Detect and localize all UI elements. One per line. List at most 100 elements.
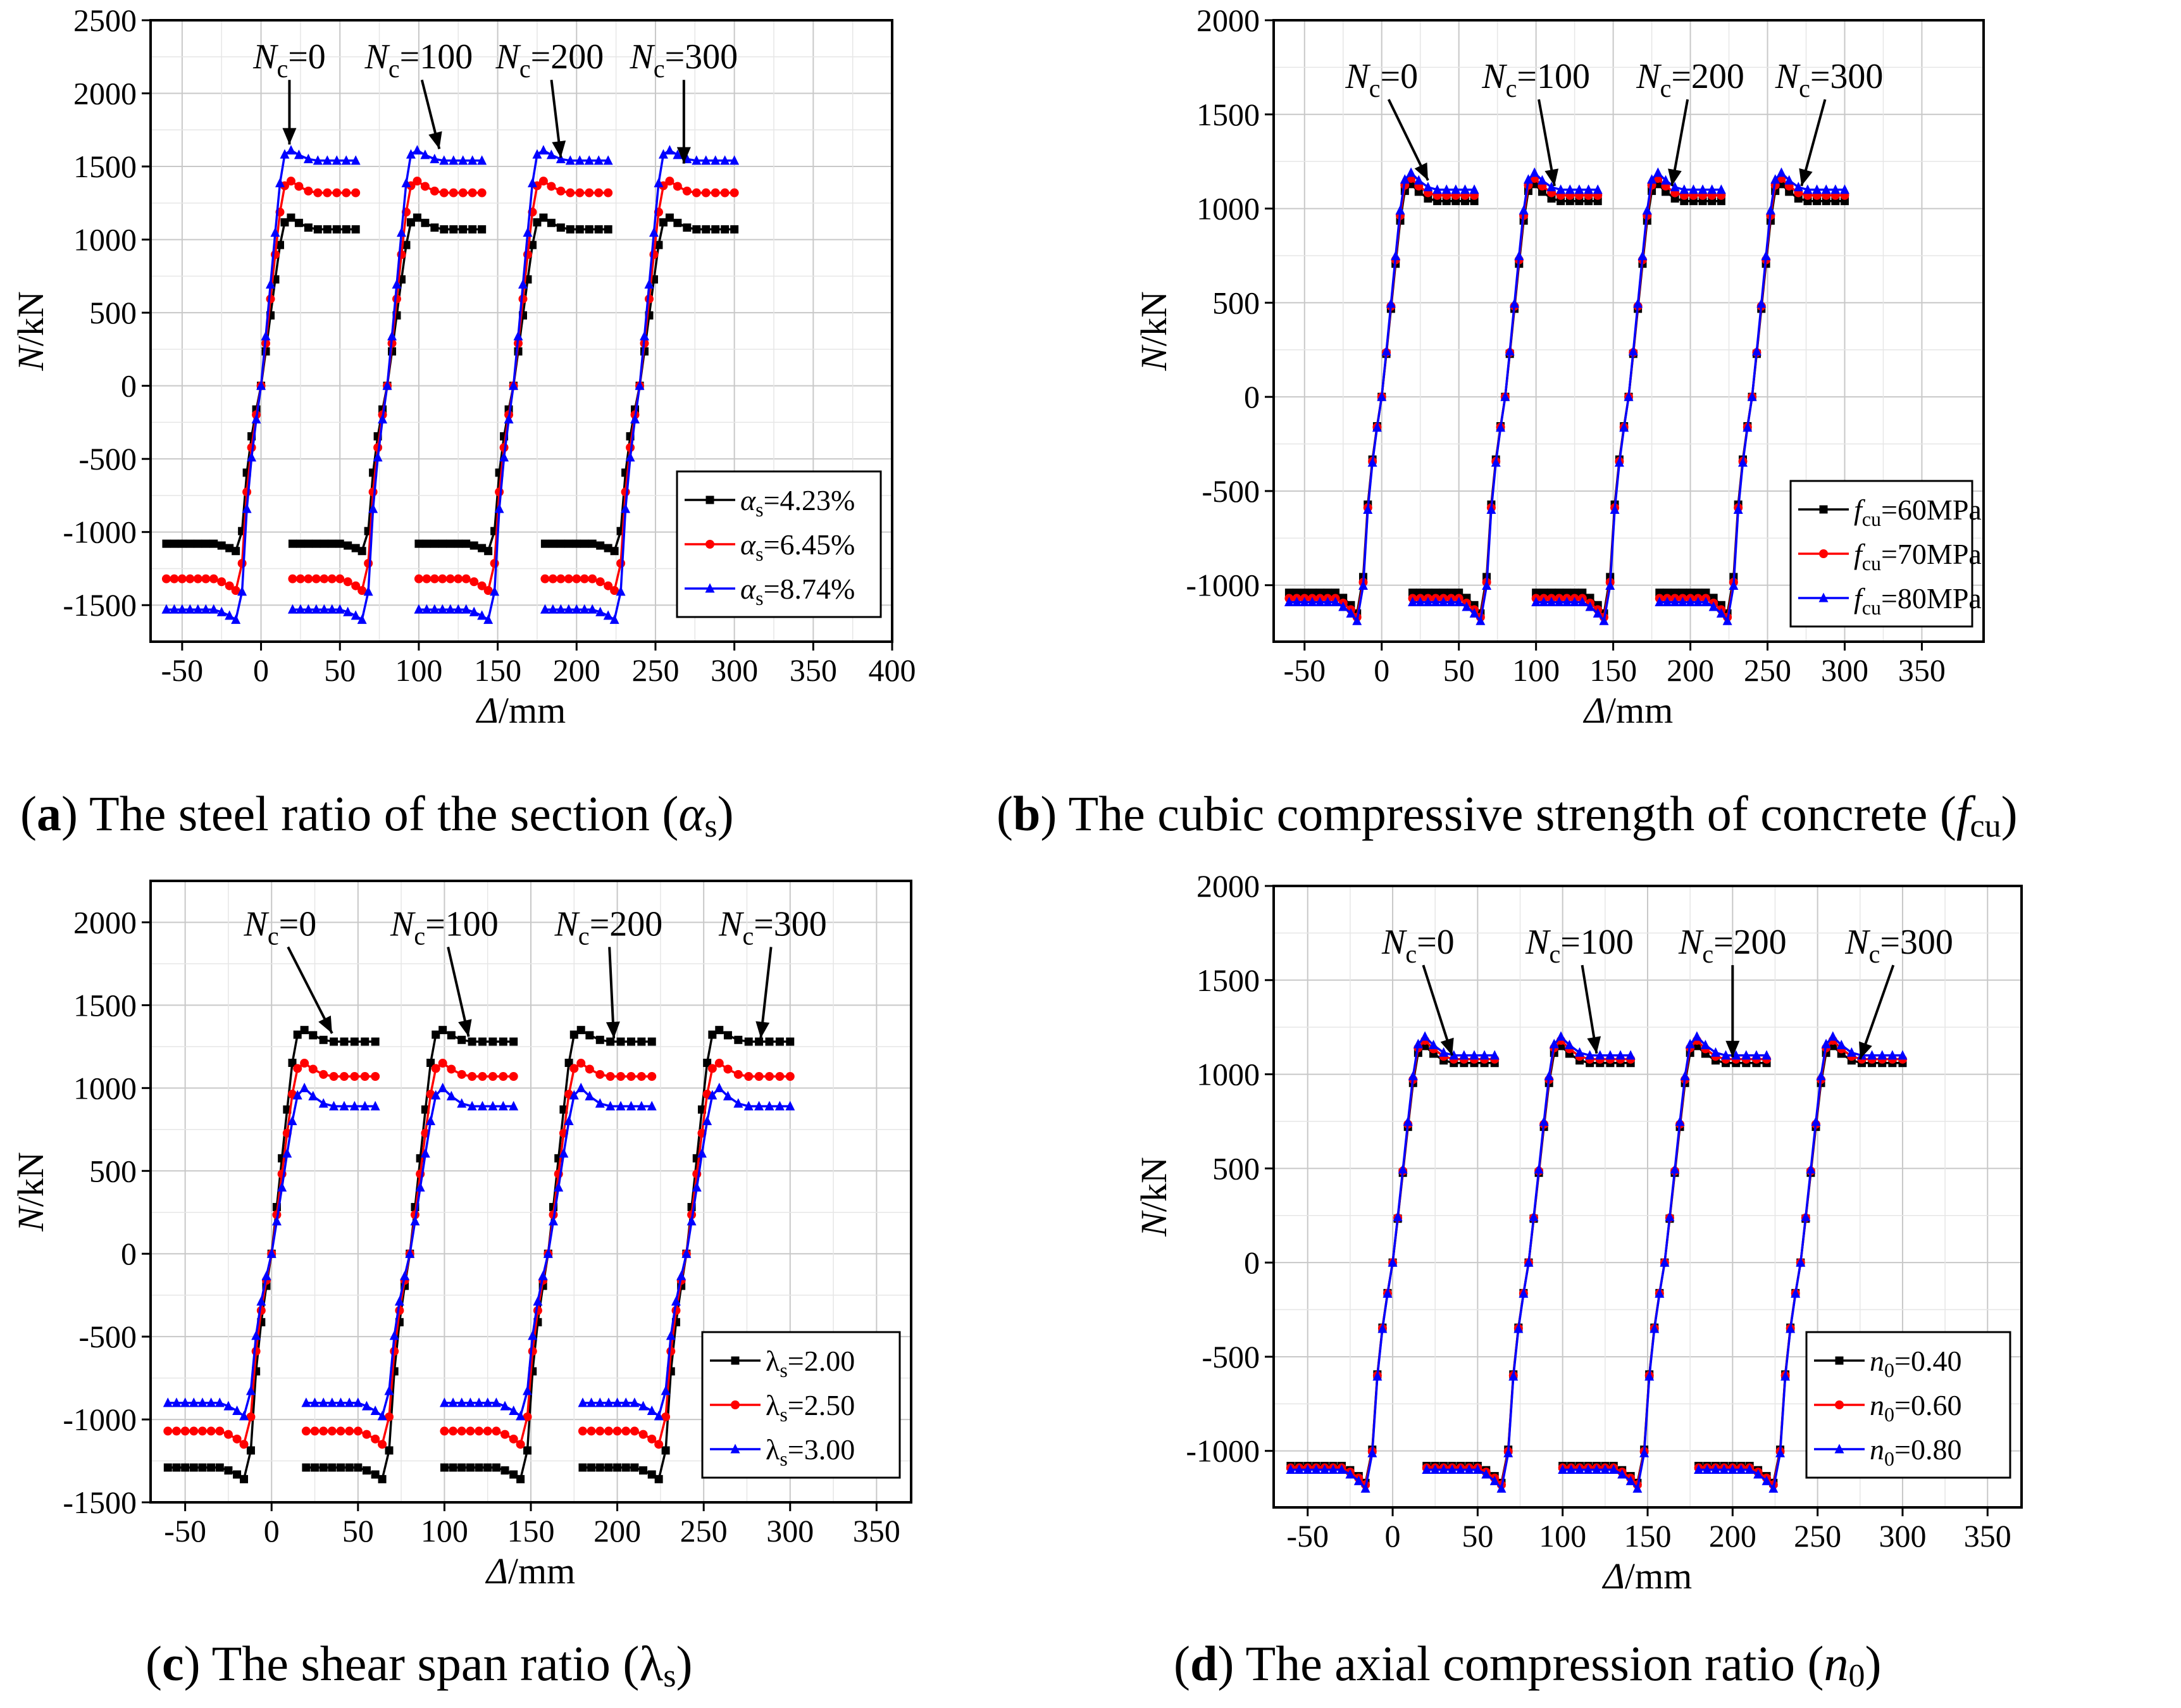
data-point [528, 1330, 538, 1340]
data-point [319, 1426, 328, 1436]
data-point [533, 218, 542, 227]
data-point [1432, 184, 1443, 194]
data-point [1644, 1371, 1655, 1381]
data-point [548, 574, 557, 583]
data-point [1336, 1464, 1346, 1474]
data-point [1345, 1469, 1355, 1479]
data-point [201, 574, 211, 583]
data-point [457, 1463, 466, 1472]
data-point [214, 1397, 225, 1407]
data-point [714, 1059, 724, 1068]
data-point [585, 225, 593, 234]
data-point [246, 1412, 256, 1421]
data-point [595, 1035, 604, 1044]
data-point [1744, 1464, 1755, 1474]
data-point [251, 1347, 261, 1356]
data-point [275, 177, 285, 187]
data-point [310, 1426, 320, 1436]
data-point [1574, 184, 1584, 194]
data-point [549, 539, 557, 548]
data-point [349, 1100, 359, 1111]
data-point [332, 155, 342, 165]
data-point [468, 1072, 477, 1082]
data-point [665, 177, 674, 186]
data-point [1393, 1211, 1403, 1221]
data-point [528, 1347, 537, 1356]
data-point [492, 1463, 500, 1472]
data-point [585, 1090, 595, 1100]
annotation-label: Nc=0 [1381, 923, 1455, 968]
data-point [1828, 1031, 1838, 1041]
data-point [665, 213, 674, 222]
data-point [621, 1426, 631, 1436]
data-point [1529, 1211, 1539, 1221]
data-point [445, 574, 455, 583]
data-point [509, 380, 519, 390]
data-point [626, 1100, 636, 1111]
data-point [585, 1031, 594, 1040]
data-point [414, 574, 423, 583]
data-point [233, 1470, 242, 1479]
data-point [523, 227, 533, 237]
data-point [578, 1426, 587, 1436]
data-point [468, 1037, 476, 1046]
data-point [616, 1072, 626, 1082]
data-point [439, 1397, 449, 1407]
annotation-arrowhead [1544, 168, 1559, 186]
panel-caption: (b) The cubic compressive strength of co… [997, 786, 2018, 844]
data-point [251, 1330, 261, 1340]
data-point [178, 539, 187, 548]
legend: λs=2.00 λs=2.50 λs=3.00 [701, 1331, 901, 1479]
series-line [1290, 1035, 1495, 1491]
data-point [1486, 504, 1496, 514]
data-point [304, 539, 313, 548]
data-point [467, 1100, 477, 1111]
data-point [673, 149, 683, 159]
data-point [344, 1397, 354, 1407]
data-point [189, 1397, 199, 1407]
data-point [1719, 1464, 1729, 1474]
data-point [449, 225, 458, 234]
chart-panel-c: -50 0 50 100 150 200 250 300 350-1500-1000-50005… [10, 880, 912, 1694]
legend-label: λs=2.50 [766, 1389, 855, 1426]
data-point [1584, 184, 1594, 194]
y-tick-label: 2000 [73, 76, 137, 111]
series-line [444, 1086, 652, 1418]
data-point [261, 330, 271, 340]
data-point [389, 1330, 399, 1340]
y-tick-label: 0 [1244, 1245, 1260, 1280]
data-point [394, 1296, 404, 1306]
data-point [370, 1405, 380, 1415]
data-point [1637, 251, 1648, 261]
data-point [329, 1100, 339, 1111]
data-point [1661, 175, 1671, 185]
data-point [640, 330, 650, 340]
y-tick-label: 0 [1244, 379, 1260, 415]
data-point [271, 1216, 282, 1226]
data-point [671, 1296, 681, 1306]
data-point [458, 155, 468, 165]
legend-marker [705, 540, 714, 549]
data-point [1811, 1116, 1821, 1126]
data-point [734, 1035, 743, 1044]
data-point [547, 218, 556, 227]
data-point [661, 1412, 671, 1421]
data-point [458, 188, 468, 197]
data-point [588, 539, 597, 548]
data-point [430, 153, 440, 163]
x-tick-label: 300 [766, 1513, 814, 1549]
data-point [1624, 391, 1634, 401]
data-point [354, 1463, 363, 1472]
data-point [432, 1030, 440, 1039]
data-point [593, 155, 604, 165]
data-point [1514, 251, 1524, 261]
data-point [1716, 184, 1726, 194]
x-tick-label: 150 [1589, 652, 1637, 688]
x-tick-label: -50 [161, 652, 204, 688]
x-tick-label: 250 [1794, 1518, 1841, 1554]
x-tick-label: 400 [869, 652, 916, 688]
data-point [412, 145, 422, 155]
data-point [1505, 346, 1515, 356]
data-point [587, 1426, 596, 1436]
y-tick-label: 1000 [1196, 1057, 1260, 1092]
